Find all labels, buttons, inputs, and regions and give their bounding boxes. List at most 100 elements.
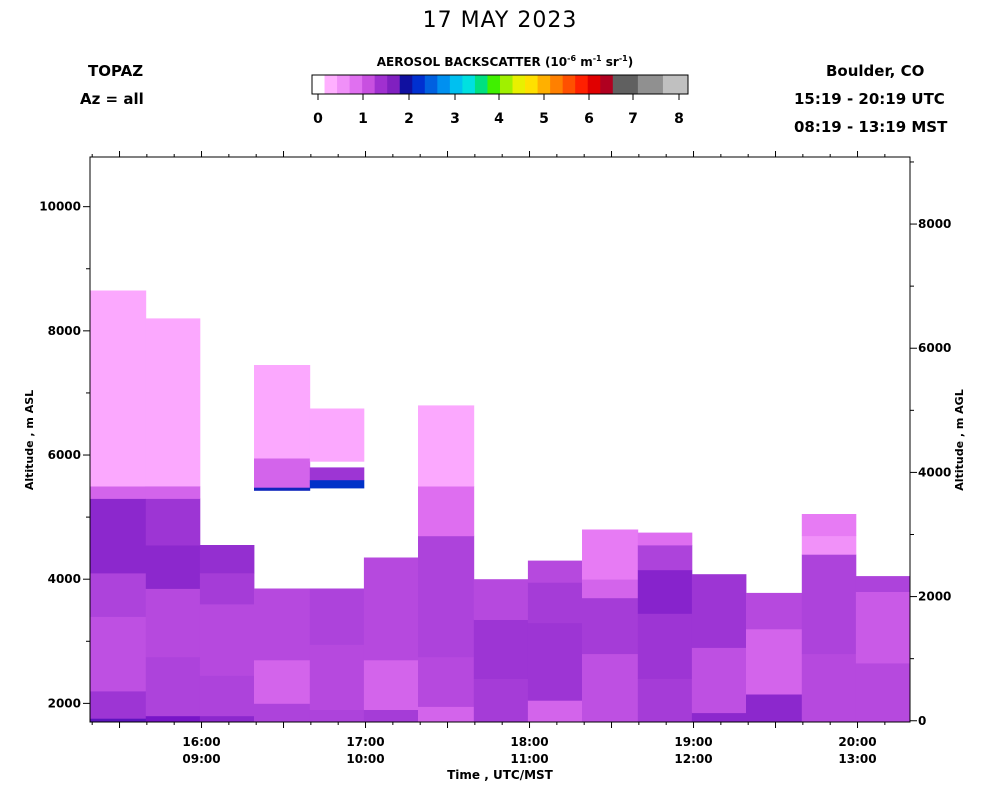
heatmap-cell — [309, 588, 365, 645]
heatmap-cell — [473, 619, 529, 679]
heatmap-cell — [145, 498, 201, 546]
y-left-axis-title: Altitude , m ASL — [23, 390, 36, 490]
y-right-tick-label: 6000 — [918, 341, 951, 355]
y-right-tick-label: 2000 — [918, 590, 951, 604]
colorbar-swatch — [424, 75, 438, 94]
heatmap-cell — [527, 582, 583, 624]
heatmap-cell — [309, 467, 365, 481]
colorbar-swatch — [462, 75, 476, 94]
heatmap-cell — [90, 616, 147, 655]
colorbar-tick-label: 8 — [674, 111, 684, 127]
x-tick-label-utc: 17:00 — [346, 735, 384, 749]
heatmap-cell — [691, 574, 747, 648]
x-tick-label-utc: 19:00 — [674, 735, 712, 749]
heatmap-cell — [691, 647, 747, 714]
heatmap-cell — [691, 712, 747, 723]
colorbar-swatch — [575, 75, 589, 94]
heatmap-cell — [145, 588, 201, 658]
heatmap-cell — [254, 659, 311, 704]
heatmap-cell — [145, 318, 201, 487]
heatmap-cell — [473, 579, 529, 620]
heatmap-cell — [309, 408, 365, 462]
x-tick-label-mst: 12:00 — [674, 752, 712, 766]
heatmap-cell — [637, 569, 693, 614]
colorbar-swatch — [650, 75, 664, 94]
heatmap-cell — [801, 535, 857, 555]
heatmap-cell — [145, 656, 201, 717]
heatmap-cell — [801, 514, 857, 537]
heatmap-cell — [254, 487, 311, 491]
colorbar-swatch — [500, 75, 514, 94]
heatmap-cell — [199, 675, 255, 717]
heatmap-cell — [801, 554, 857, 655]
heatmap-cell — [199, 545, 255, 574]
x-tick-label-mst: 11:00 — [510, 752, 548, 766]
heatmap-cell — [363, 709, 419, 723]
y-left-tick-label: 4000 — [48, 572, 81, 586]
colorbar-swatch — [362, 75, 376, 94]
heatmap-cell — [90, 290, 147, 487]
heatmap-cell — [90, 573, 147, 617]
heatmap-cell — [855, 663, 911, 723]
x-tick-label-mst: 10:00 — [346, 752, 384, 766]
x-tick-label-mst: 09:00 — [182, 752, 220, 766]
heatmap-cell — [309, 479, 365, 489]
heatmap-cell — [637, 613, 693, 679]
colorbar-swatch — [437, 75, 451, 94]
heatmap-cell — [363, 557, 419, 661]
heatmap-cell — [254, 458, 311, 488]
heatmap-cell — [746, 628, 803, 695]
colorbar-swatch — [324, 75, 338, 94]
heatmap-cell — [145, 486, 201, 499]
heatmap-cell — [254, 588, 311, 661]
x-tick-label-utc: 20:00 — [838, 735, 876, 749]
heatmap-cell — [90, 718, 147, 723]
colorbar: 0 1 2 3 4 5 6 7 8 — [311, 74, 689, 127]
y-right-tick-label: 4000 — [918, 465, 951, 479]
colorbar-swatch — [625, 75, 639, 94]
colorbar-swatch — [412, 75, 426, 94]
colorbar-swatch — [675, 75, 689, 94]
colorbar-swatch — [512, 75, 526, 94]
heatmap-cell — [527, 622, 583, 701]
heatmap-cell — [145, 715, 201, 723]
colorbar-tick-label: 4 — [494, 111, 504, 127]
heatmap-cell — [418, 486, 475, 537]
colorbar-swatch — [474, 75, 488, 94]
colorbar-tick-label: 2 — [404, 111, 414, 127]
heatmap-cell — [582, 597, 639, 655]
x-axis-title: Time , UTC/MST — [447, 768, 554, 782]
heatmap-cell — [254, 365, 311, 459]
y-right-tick-label: 8000 — [918, 217, 951, 231]
y-right-axis-title: Altitude , m AGL — [953, 389, 966, 490]
x-tick-label-mst: 13:00 — [838, 752, 876, 766]
colorbar-swatch — [562, 75, 576, 94]
heatmap-cell — [309, 709, 365, 723]
heatmap-cell — [254, 703, 311, 723]
heatmap-cell — [582, 529, 639, 580]
heatmap-cell — [527, 700, 583, 723]
heatmap-cell — [637, 678, 693, 723]
heatmap-cell — [199, 573, 255, 605]
azimuth-label: Az = all — [80, 90, 144, 108]
colorbar-swatch — [312, 75, 326, 94]
colorbar-swatch — [387, 75, 401, 94]
heatmap-cell — [637, 532, 693, 546]
colorbar-tick-label: 0 — [313, 111, 323, 127]
colorbar-swatch — [337, 75, 351, 94]
heatmap-cell — [746, 694, 803, 723]
colorbar-swatch — [612, 75, 626, 94]
heatmap-cell — [527, 560, 583, 583]
location-label: Boulder, CO — [826, 62, 925, 80]
heatmap-cell — [90, 486, 147, 499]
mst-range-label: 08:19 - 13:19 MST — [794, 118, 948, 136]
colorbar-swatch — [349, 75, 363, 94]
colorbar-tick-label: 1 — [358, 111, 368, 127]
colorbar-swatch — [637, 75, 651, 94]
y-left-tick-label: 2000 — [48, 696, 81, 710]
heatmap-cell — [473, 678, 529, 723]
instrument-label: TOPAZ — [88, 62, 144, 80]
heatmap-cell — [199, 604, 255, 676]
colorbar-tick-label: 6 — [584, 111, 594, 127]
heatmap-cell — [90, 653, 147, 692]
